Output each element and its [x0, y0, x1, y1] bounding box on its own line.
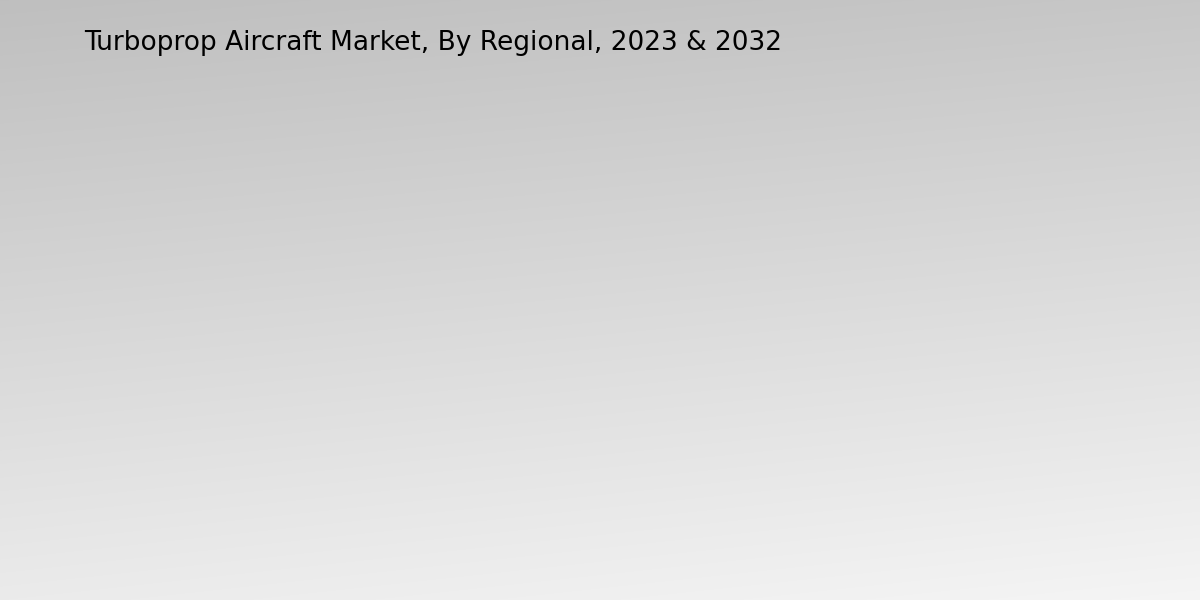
Bar: [752, 262, 816, 522]
Bar: [556, 308, 619, 522]
Bar: [163, 453, 226, 522]
Bar: [1117, 122, 1130, 155]
Bar: [619, 248, 682, 522]
Circle shape: [1091, 57, 1117, 89]
Text: Turboprop Aircraft Market, By Regional, 2023 & 2032: Turboprop Aircraft Market, By Regional, …: [84, 30, 782, 56]
Bar: [816, 175, 878, 522]
Bar: [226, 439, 289, 522]
Bar: [422, 345, 486, 522]
Bar: [1078, 128, 1091, 155]
Text: 1.03: 1.03: [164, 434, 205, 452]
Bar: [949, 435, 1013, 522]
Bar: [1013, 412, 1075, 522]
Legend: 2023, 2032: 2023, 2032: [638, 63, 857, 96]
Bar: [1098, 109, 1110, 155]
Bar: [360, 382, 422, 522]
